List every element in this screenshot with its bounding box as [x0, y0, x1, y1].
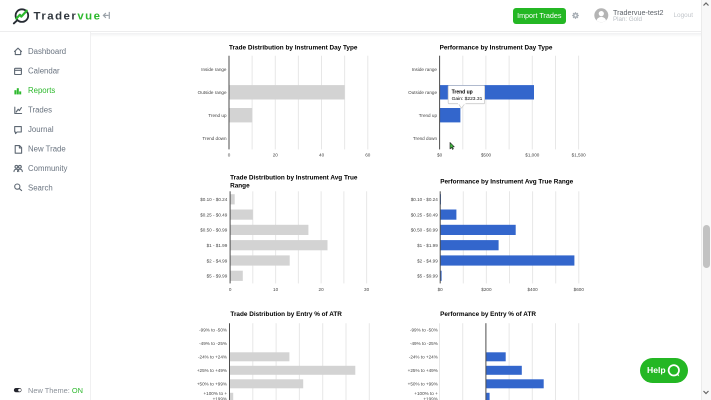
svg-text:0: 0 — [228, 152, 231, 157]
svg-text:+100% to +: +100% to + — [204, 391, 228, 396]
svg-text:20: 20 — [273, 152, 279, 157]
svg-text:20: 20 — [319, 287, 325, 292]
svg-text:Gain: $223.31: Gain: $223.31 — [452, 96, 483, 102]
svg-text:New Theme: ON: New Theme: ON — [28, 386, 83, 395]
svg-text:Performance by Entry % of ATR: Performance by Entry % of ATR — [440, 311, 536, 318]
svg-text:$0.25 - $0.49: $0.25 - $0.49 — [200, 212, 228, 217]
svg-text:Dashboard: Dashboard — [28, 47, 66, 56]
svg-text:Reports: Reports — [28, 86, 55, 95]
svg-text:Trend up: Trend up — [452, 89, 473, 95]
svg-text:10: 10 — [273, 287, 279, 292]
svg-text:$0.10 - $0.24: $0.10 - $0.24 — [200, 197, 228, 202]
svg-text:30: 30 — [364, 287, 370, 292]
svg-text:$500: $500 — [481, 152, 492, 157]
svg-text:$5 - $9.99: $5 - $9.99 — [417, 274, 438, 279]
svg-text:$5 - $9.99: $5 - $9.99 — [207, 274, 228, 279]
svg-text:$2 - $4.99: $2 - $4.99 — [417, 258, 438, 263]
svg-text:+50% to +99%: +50% to +99% — [408, 382, 438, 387]
svg-text:-99% to -50%: -99% to -50% — [199, 328, 227, 333]
svg-text:Trend down: Trend down — [202, 136, 227, 141]
svg-text:$1,500: $1,500 — [572, 152, 586, 157]
svg-text:$1 - $1.99: $1 - $1.99 — [417, 243, 438, 248]
svg-text:$0.50 - $0.99: $0.50 - $0.99 — [200, 228, 228, 233]
svg-text:Outside range: Outside range — [198, 90, 227, 95]
svg-text:Trade Distribution by Entry %: Trade Distribution by Entry % of ATR — [230, 311, 342, 318]
svg-text:Trade Distribution by Instrume: Trade Distribution by Instrument Avg Tru… — [230, 175, 358, 182]
svg-text:Trend up: Trend up — [208, 113, 227, 118]
svg-text:Community: Community — [28, 164, 68, 173]
svg-text:Tradervue: Tradervue — [34, 11, 102, 23]
svg-text:$0: $0 — [438, 287, 444, 292]
svg-text:$1,000: $1,000 — [525, 152, 539, 157]
svg-text:+50% to +99%: +50% to +99% — [197, 382, 227, 387]
svg-text:$0.10 - $0.24: $0.10 - $0.24 — [411, 197, 439, 202]
svg-text:Trades: Trades — [28, 106, 52, 115]
svg-text:-24% to +24%: -24% to +24% — [198, 355, 227, 360]
svg-text:+199%: +199% — [213, 397, 227, 400]
svg-text:-49% to -25%: -49% to -25% — [410, 341, 438, 346]
svg-text:Search: Search — [28, 184, 53, 193]
svg-text:+100% to +: +100% to + — [414, 391, 438, 396]
svg-text:-24% to +24%: -24% to +24% — [409, 355, 438, 360]
svg-text:Trend down: Trend down — [413, 136, 438, 141]
svg-text:Performance by Instrument Day: Performance by Instrument Day Type — [440, 45, 553, 52]
svg-text:$0: $0 — [437, 152, 443, 157]
svg-text:Outside range: Outside range — [408, 90, 437, 95]
svg-text:-49% to -25%: -49% to -25% — [199, 341, 227, 346]
svg-text:$2 - $4.99: $2 - $4.99 — [207, 258, 228, 263]
svg-text:-99% to -50%: -99% to -50% — [410, 328, 438, 333]
svg-text:+199%: +199% — [423, 397, 437, 400]
svg-text:$1 - $1.99: $1 - $1.99 — [207, 243, 228, 248]
svg-text:+25% to +49%: +25% to +49% — [197, 368, 227, 373]
svg-text:$600: $600 — [574, 287, 585, 292]
svg-text:60: 60 — [365, 152, 371, 157]
svg-text:Calendar: Calendar — [28, 67, 60, 76]
svg-text:New Trade: New Trade — [28, 145, 66, 154]
svg-text:Inside range: Inside range — [412, 67, 438, 72]
svg-text:$0.25 - $0.49: $0.25 - $0.49 — [411, 212, 439, 217]
svg-text:$400: $400 — [527, 287, 538, 292]
svg-text:Inside range: Inside range — [201, 67, 227, 72]
svg-text:Trade Distribution by Instrume: Trade Distribution by Instrument Day Typ… — [229, 45, 358, 52]
svg-text:0: 0 — [229, 287, 232, 292]
svg-text:$200: $200 — [481, 287, 492, 292]
svg-text:40: 40 — [319, 152, 325, 157]
svg-text:Range: Range — [230, 183, 250, 190]
svg-text:+25% to +49%: +25% to +49% — [408, 368, 438, 373]
svg-text:Trend up: Trend up — [419, 113, 438, 118]
svg-text:$0.50 - $0.99: $0.50 - $0.99 — [411, 228, 439, 233]
svg-text:Journal: Journal — [28, 125, 54, 134]
svg-text:Performance by Instrument Avg: Performance by Instrument Avg True Range — [440, 179, 573, 186]
